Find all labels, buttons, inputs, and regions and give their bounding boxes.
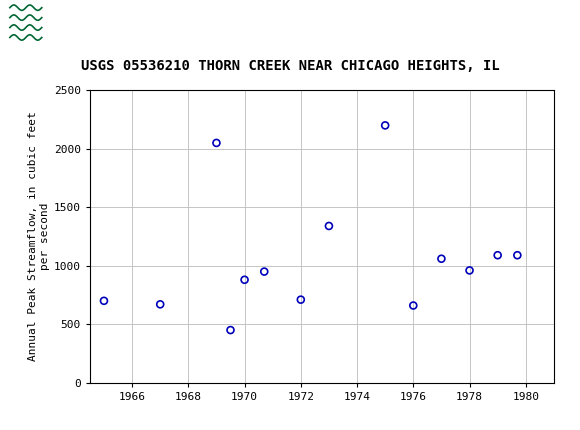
Point <box>155 301 165 308</box>
Point <box>260 268 269 275</box>
Text: USGS: USGS <box>52 14 107 31</box>
Point <box>240 276 249 283</box>
Point <box>296 296 306 303</box>
Text: USGS 05536210 THORN CREEK NEAR CHICAGO HEIGHTS, IL: USGS 05536210 THORN CREEK NEAR CHICAGO H… <box>81 59 499 73</box>
Point <box>380 122 390 129</box>
Y-axis label: Annual Peak Streamflow, in cubic feet
per second: Annual Peak Streamflow, in cubic feet pe… <box>28 112 50 361</box>
Point <box>493 252 502 259</box>
FancyBboxPatch shape <box>7 6 45 40</box>
Point <box>324 223 334 230</box>
Point <box>409 302 418 309</box>
Point <box>226 327 235 334</box>
Point <box>99 298 108 304</box>
Point <box>465 267 474 274</box>
Point <box>212 139 221 146</box>
Point <box>513 252 522 259</box>
Point <box>437 255 446 262</box>
